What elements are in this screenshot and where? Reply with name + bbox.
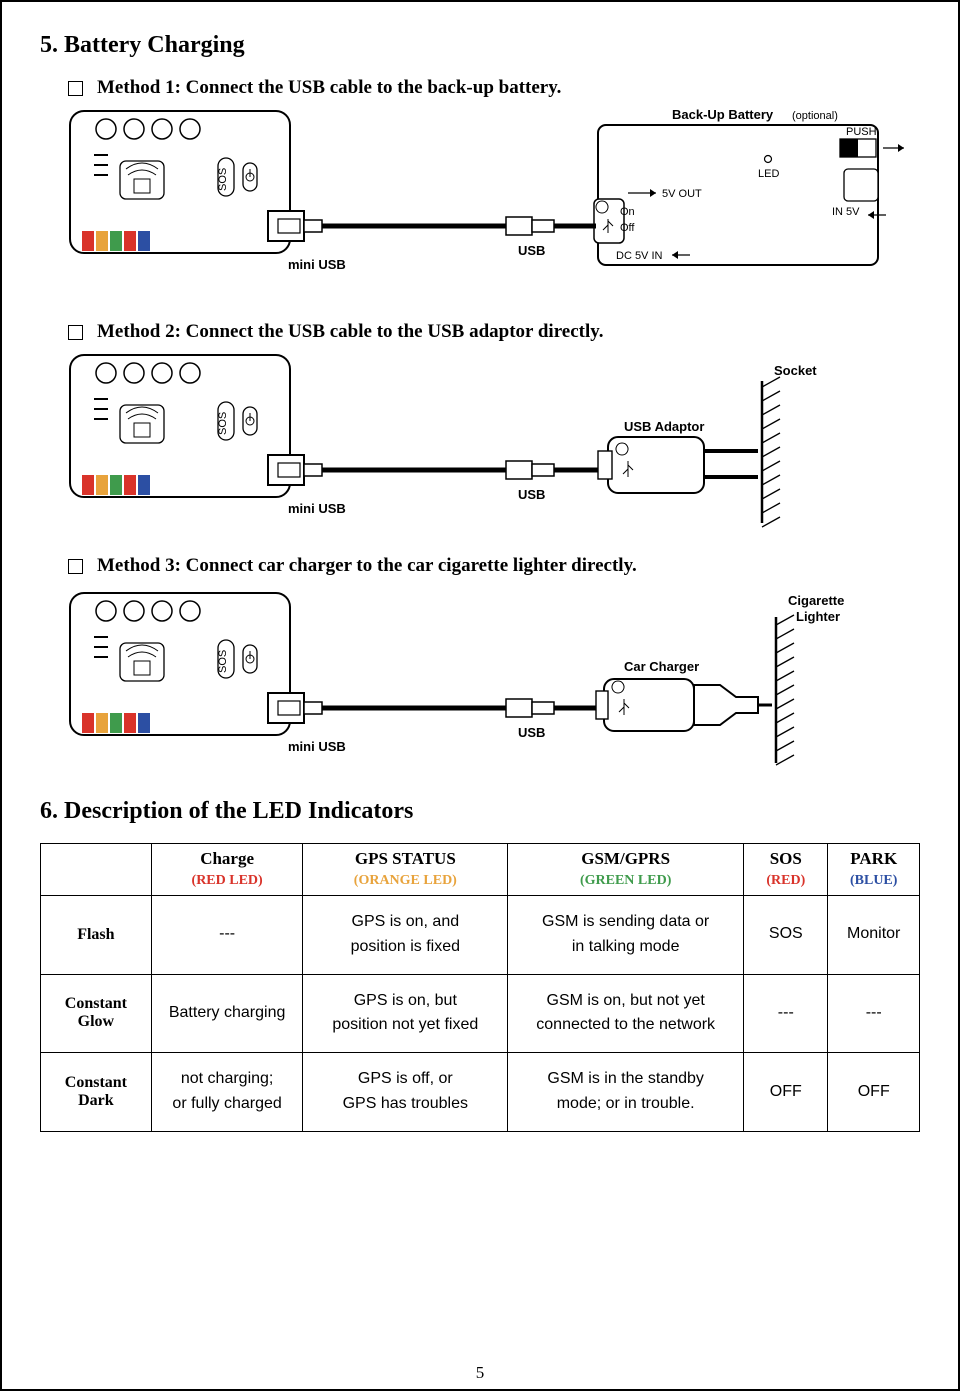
page: 5. Battery Charging Method 1: Connect th… — [0, 0, 960, 1391]
table-cell: GSM is sending data orin talking mode — [508, 896, 744, 975]
table-cell: --- — [744, 974, 828, 1053]
table-cell: OFF — [744, 1053, 828, 1132]
svg-text:5V OUT: 5V OUT — [662, 188, 702, 200]
table-cell: Battery charging — [151, 974, 303, 1053]
svg-text:USB: USB — [518, 725, 545, 740]
method2-line: Method 2: Connect the USB cable to the U… — [68, 321, 920, 343]
table-header-row: Charge GPS STATUS GSM/GPRS SOS PARK — [41, 844, 920, 872]
svg-text:Socket: Socket — [774, 363, 817, 378]
car-charger-icon — [596, 679, 772, 731]
row-label: Flash — [41, 896, 152, 975]
device-icon: SOS — [70, 111, 304, 253]
svg-text:USB: USB — [518, 243, 545, 258]
svg-text:On: On — [620, 206, 635, 218]
method2-text: Method 2: Connect the USB cable to the U… — [97, 321, 603, 343]
socket-icon: Socket — [762, 363, 817, 527]
table-cell: GPS is on, andposition is fixed — [303, 896, 508, 975]
sub-gps: (ORANGE LED) — [303, 871, 508, 896]
diagram-method2: SOS mini USB — [68, 347, 920, 537]
svg-text:Lighter: Lighter — [796, 609, 840, 624]
diagram-method3: SOS mini USB — [68, 581, 920, 776]
usb-adaptor-icon — [598, 437, 758, 493]
table-cell: SOS — [744, 896, 828, 975]
table-cell: GPS is off, orGPS has troubles — [303, 1053, 508, 1132]
checkbox-icon — [68, 559, 83, 574]
section6-heading: 6. Description of the LED Indicators — [40, 798, 920, 825]
sub-charge: (RED LED) — [151, 871, 303, 896]
svg-text:LED: LED — [758, 168, 779, 180]
method1-text: Method 1: Connect the USB cable to the b… — [97, 77, 561, 99]
table-cell: Monitor — [828, 896, 920, 975]
sub-sos: (RED) — [744, 871, 828, 896]
svg-text:Car Charger: Car Charger — [624, 659, 699, 674]
table-row: Flash---GPS is on, andposition is fixedG… — [41, 896, 920, 975]
svg-text:Off: Off — [620, 222, 635, 234]
table-cell: not charging;or fully charged — [151, 1053, 303, 1132]
svg-text:mini USB: mini USB — [288, 257, 346, 272]
device-icon: SOS — [70, 593, 304, 735]
table-row: ConstantGlowBattery chargingGPS is on, b… — [41, 974, 920, 1053]
svg-text:Back-Up Battery: Back-Up Battery — [672, 107, 774, 122]
svg-text:SOS: SOS — [217, 168, 229, 191]
col-charge: Charge — [151, 844, 303, 872]
svg-text:(optional): (optional) — [792, 110, 838, 122]
col-park: PARK — [828, 844, 920, 872]
row-label: ConstantDark — [41, 1053, 152, 1132]
sub-gsm: (GREEN LED) — [508, 871, 744, 896]
table-cell: GSM is on, but not yetconnected to the n… — [508, 974, 744, 1053]
svg-text:SOS: SOS — [217, 412, 229, 435]
table-cell: GSM is in the standbymode; or in trouble… — [508, 1053, 744, 1132]
svg-text:Cigarette: Cigarette — [788, 593, 844, 608]
svg-text:USB Adaptor: USB Adaptor — [624, 419, 704, 434]
cigarette-lighter-icon: Cigarette Lighter — [776, 593, 844, 765]
checkbox-icon — [68, 81, 83, 96]
svg-text:SOS: SOS — [217, 650, 229, 673]
checkbox-icon — [68, 325, 83, 340]
method1-line: Method 1: Connect the USB cable to the b… — [68, 77, 920, 99]
section5-heading: 5. Battery Charging — [40, 32, 920, 59]
table-cell: GPS is on, butposition not yet fixed — [303, 974, 508, 1053]
table-cell: --- — [828, 974, 920, 1053]
col-gps: GPS STATUS — [303, 844, 508, 872]
svg-text:DC 5V IN: DC 5V IN — [616, 250, 663, 262]
device-icon: SOS — [70, 355, 304, 497]
svg-text:mini USB: mini USB — [288, 739, 346, 754]
row-label: ConstantGlow — [41, 974, 152, 1053]
table-row: ConstantDarknot charging;or fully charge… — [41, 1053, 920, 1132]
svg-text:mini USB: mini USB — [288, 501, 346, 516]
svg-text:PUSH: PUSH — [846, 126, 877, 138]
method3-text: Method 3: Connect car charger to the car… — [97, 555, 637, 577]
diagram-method1: SOS — [68, 103, 920, 303]
method3-line: Method 3: Connect car charger to the car… — [68, 555, 920, 577]
col-gsm: GSM/GPRS — [508, 844, 744, 872]
table-cell: OFF — [828, 1053, 920, 1132]
svg-text:USB: USB — [518, 487, 545, 502]
header-blank — [41, 844, 152, 896]
backup-battery-icon: Back-Up Battery (optional) 5V OUT On Off… — [594, 107, 904, 265]
page-number: 5 — [2, 1363, 958, 1383]
col-sos: SOS — [744, 844, 828, 872]
led-table: Charge GPS STATUS GSM/GPRS SOS PARK (RED… — [40, 843, 920, 1132]
svg-text:IN 5V: IN 5V — [832, 206, 860, 218]
table-cell: --- — [151, 896, 303, 975]
table-subheader-row: (RED LED) (ORANGE LED) (GREEN LED) (RED)… — [41, 871, 920, 896]
sub-park: (BLUE) — [828, 871, 920, 896]
